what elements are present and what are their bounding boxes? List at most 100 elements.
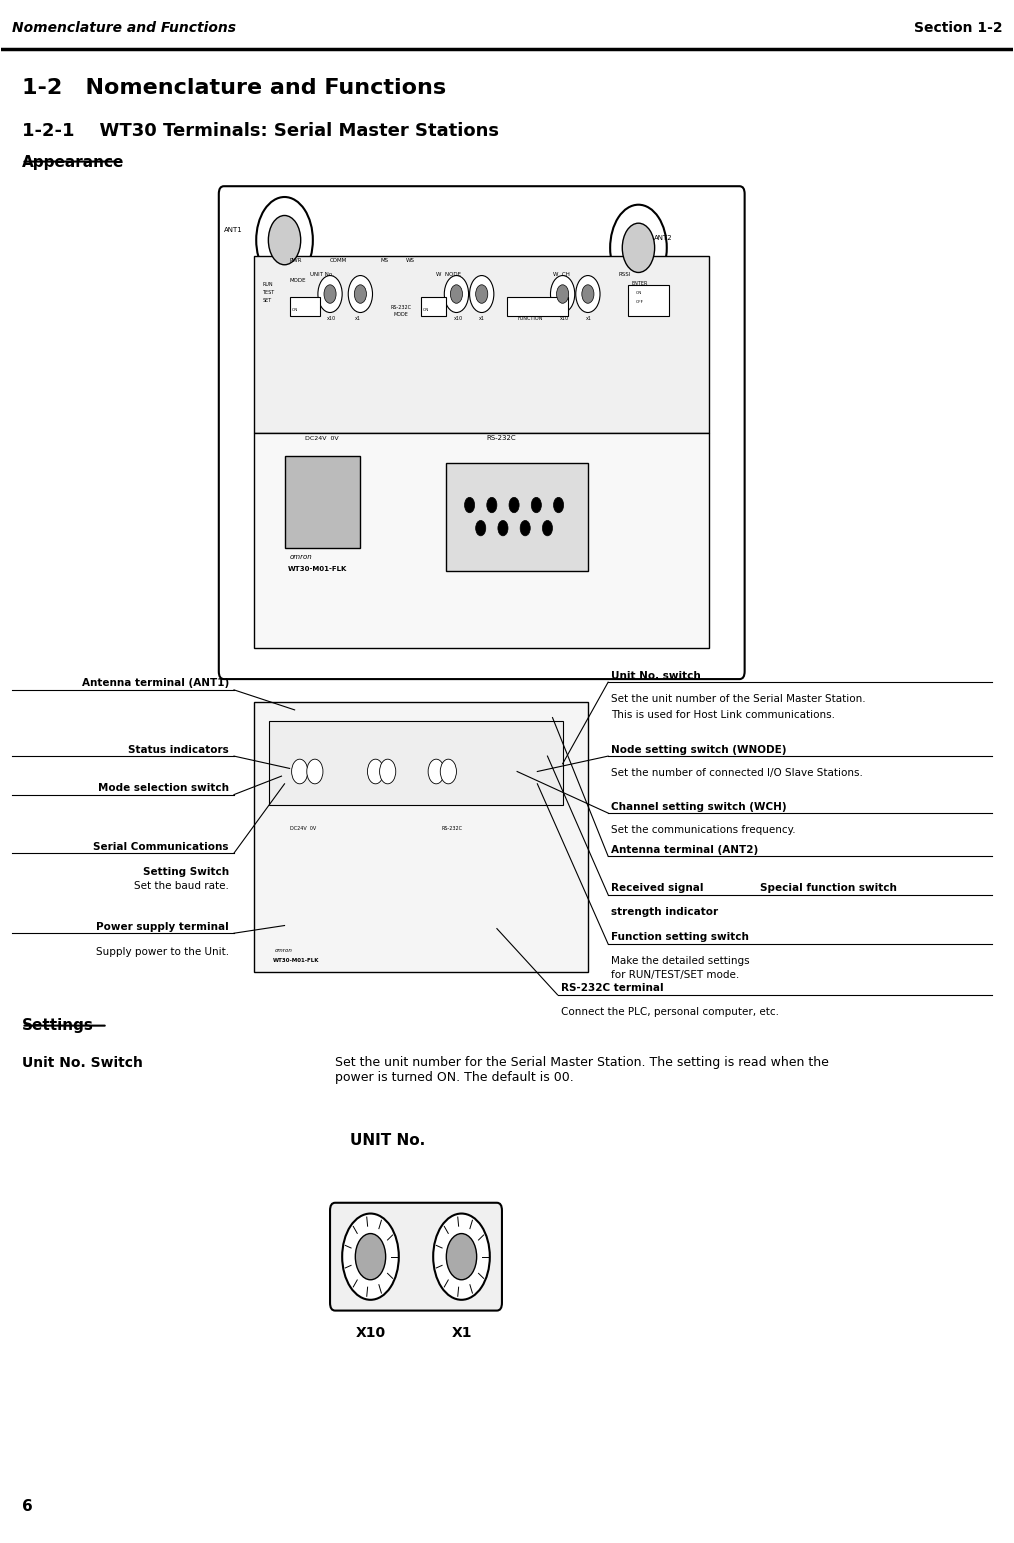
Text: MODE: MODE [290, 278, 306, 282]
Text: Section 1-2: Section 1-2 [914, 22, 1003, 35]
Text: x1: x1 [355, 316, 361, 321]
Text: ON: ON [636, 292, 642, 295]
Text: ENTER: ENTER [632, 281, 648, 285]
Text: Make the detailed settings: Make the detailed settings [611, 957, 749, 966]
Text: Antenna terminal (ANT2): Antenna terminal (ANT2) [611, 844, 758, 855]
Text: x1: x1 [479, 316, 485, 321]
Circle shape [440, 759, 456, 784]
Circle shape [450, 285, 462, 304]
Text: DC24V  0V: DC24V 0V [305, 437, 339, 441]
Text: This is used for Host Link communications.: This is used for Host Link communication… [611, 710, 836, 721]
Circle shape [367, 759, 383, 784]
Circle shape [582, 285, 594, 304]
Text: PWR: PWR [290, 258, 302, 262]
Text: RS-232C terminal: RS-232C terminal [561, 983, 663, 994]
Text: Node setting switch (WNODE): Node setting switch (WNODE) [611, 745, 787, 755]
Text: SET: SET [263, 298, 272, 302]
Text: 6: 6 [21, 1498, 32, 1514]
Text: FUNCTION: FUNCTION [517, 316, 542, 321]
Text: omron: omron [275, 947, 292, 952]
Bar [421, 298, 446, 316]
FancyBboxPatch shape [219, 187, 744, 679]
Circle shape [307, 759, 322, 784]
Text: ANT2: ANT2 [654, 235, 672, 241]
Circle shape [542, 520, 553, 535]
Circle shape [355, 1233, 385, 1279]
Circle shape [444, 276, 468, 313]
Text: X1: X1 [451, 1325, 472, 1339]
Circle shape [433, 1213, 490, 1299]
Text: Antenna terminal (ANT1): Antenna terminal (ANT1) [82, 679, 229, 688]
Text: Function setting switch: Function setting switch [611, 932, 749, 943]
Text: 1-2-1    WT30 Terminals: Serial Master Stations: 1-2-1 WT30 Terminals: Serial Master Stat… [21, 122, 499, 139]
Text: Set the unit number for the Serial Master Station. The setting is read when the
: Set the unit number for the Serial Maste… [335, 1057, 829, 1085]
Text: ON: ON [423, 309, 429, 312]
Text: omron: omron [290, 554, 312, 560]
Text: WT30-M01-FLK: WT30-M01-FLK [288, 566, 347, 572]
Circle shape [446, 1233, 477, 1279]
Text: COMM: COMM [330, 258, 347, 262]
Text: for RUN/TEST/SET mode.: for RUN/TEST/SET mode. [611, 971, 739, 980]
Text: x10: x10 [453, 316, 462, 321]
Text: ANT1: ANT1 [224, 227, 242, 233]
Text: Appearance: Appearance [21, 156, 124, 170]
Circle shape [323, 285, 336, 304]
Text: X10: X10 [356, 1325, 385, 1339]
Text: W  NODE: W NODE [436, 272, 461, 276]
Text: Unit No. Switch: Unit No. Switch [21, 1057, 143, 1071]
Bar [270, 721, 563, 805]
Text: strength indicator: strength indicator [611, 907, 718, 917]
Text: TEST: TEST [263, 290, 275, 295]
Bar [255, 256, 709, 432]
Circle shape [476, 285, 488, 304]
Text: Set the baud rate.: Set the baud rate. [134, 881, 229, 890]
Text: Settings: Settings [21, 1018, 93, 1032]
Circle shape [498, 520, 508, 535]
Text: x10: x10 [560, 316, 569, 321]
Circle shape [464, 497, 475, 512]
Bar [255, 432, 709, 648]
Circle shape [292, 759, 308, 784]
Circle shape [469, 276, 494, 313]
Text: ON: ON [292, 309, 298, 312]
Circle shape [487, 497, 497, 512]
Text: W  CH: W CH [553, 272, 570, 276]
Circle shape [554, 497, 564, 512]
Circle shape [428, 759, 444, 784]
Circle shape [342, 1213, 399, 1299]
Text: 1-2   Nomenclature and Functions: 1-2 Nomenclature and Functions [21, 79, 446, 99]
Text: DC24V  0V: DC24V 0V [290, 826, 315, 832]
Bar [290, 298, 320, 316]
Bar [629, 285, 669, 316]
Bar [507, 298, 568, 316]
Text: UNIT No.: UNIT No. [310, 272, 334, 276]
Circle shape [476, 520, 486, 535]
Text: UNIT No.: UNIT No. [350, 1134, 426, 1148]
Circle shape [520, 520, 530, 535]
Circle shape [354, 285, 366, 304]
Circle shape [610, 205, 667, 292]
Text: RUN: RUN [263, 282, 273, 287]
Text: WS: WS [406, 258, 415, 262]
Text: Unit No. switch: Unit No. switch [611, 671, 701, 680]
Bar [255, 702, 588, 972]
Text: RS-232C: RS-232C [487, 435, 516, 441]
Bar [285, 455, 360, 548]
Bar [446, 463, 588, 571]
Text: Special function switch: Special function switch [759, 883, 896, 893]
Text: Set the unit number of the Serial Master Station.: Set the unit number of the Serial Master… [611, 694, 866, 705]
Text: MODE: MODE [393, 312, 409, 316]
Circle shape [318, 276, 342, 313]
Text: Set the communications frequency.: Set the communications frequency. [611, 826, 796, 835]
Text: Set the number of connected I/O Slave Stations.: Set the number of connected I/O Slave St… [611, 768, 863, 778]
Circle shape [551, 276, 575, 313]
Text: Channel setting switch (WCH): Channel setting switch (WCH) [611, 801, 787, 812]
Circle shape [257, 198, 313, 284]
Text: OFF: OFF [636, 301, 644, 304]
Text: Status indicators: Status indicators [128, 745, 229, 755]
Text: x10: x10 [327, 316, 336, 321]
Text: Serial Communications: Serial Communications [93, 841, 229, 852]
Circle shape [576, 276, 600, 313]
Circle shape [348, 276, 372, 313]
Circle shape [379, 759, 395, 784]
